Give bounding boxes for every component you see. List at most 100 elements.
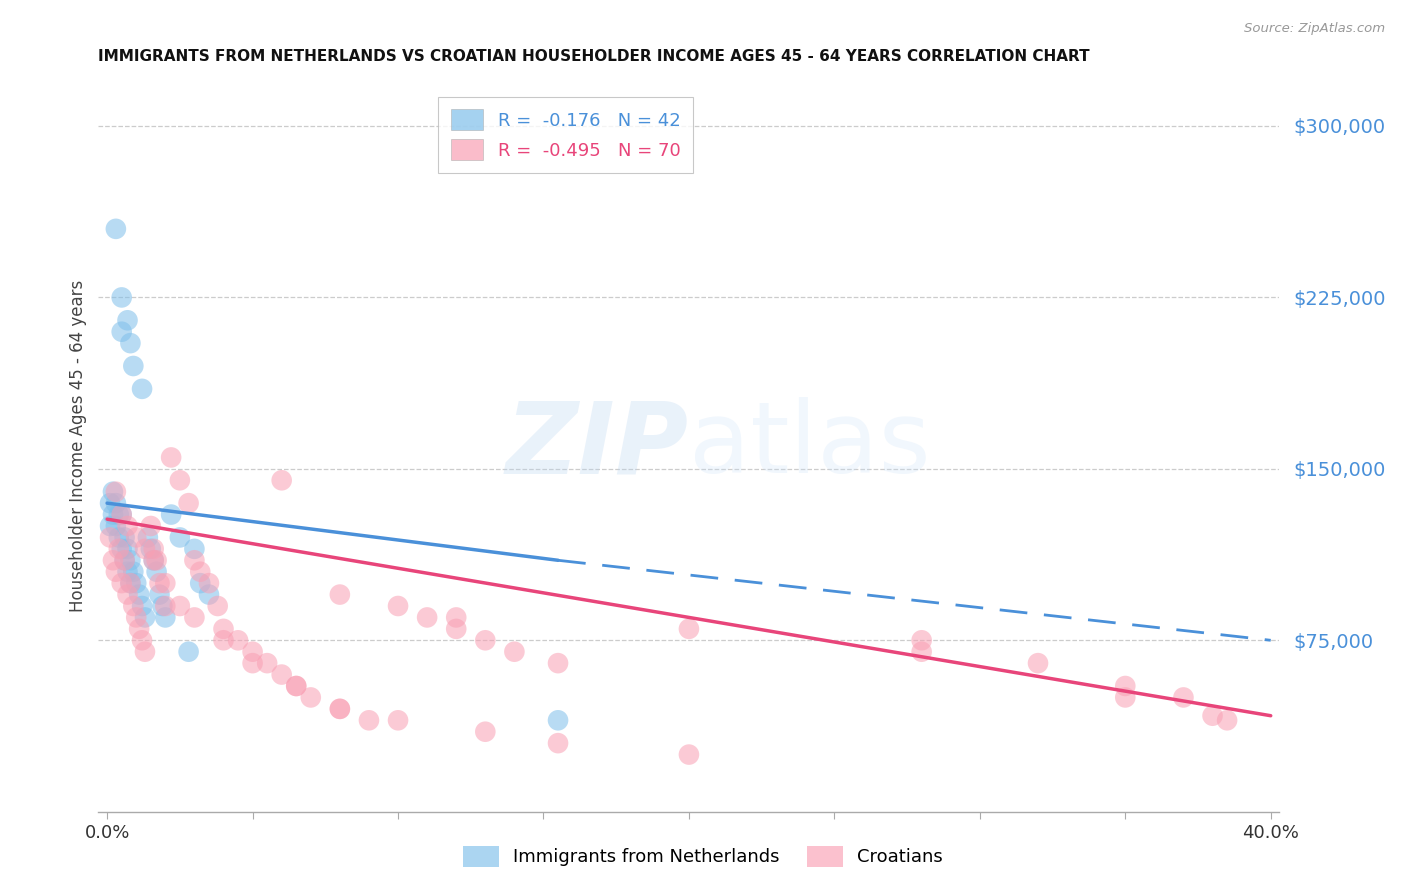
Point: [104, 565, 127, 579]
Point: [139, 541, 162, 556]
Text: atlas: atlas: [689, 398, 931, 494]
Point: [188, 565, 211, 579]
Point: [120, 576, 142, 591]
Point: [122, 565, 145, 579]
Point: [139, 519, 162, 533]
Point: [114, 553, 136, 567]
Point: [1201, 708, 1223, 723]
Point: [357, 714, 380, 728]
Point: [152, 599, 174, 613]
Point: [387, 714, 409, 728]
Point: [329, 588, 352, 602]
Point: [212, 633, 235, 648]
Point: [678, 622, 700, 636]
Point: [329, 702, 352, 716]
Point: [183, 553, 205, 567]
Point: [678, 747, 700, 762]
Text: Source: ZipAtlas.com: Source: ZipAtlas.com: [1244, 22, 1385, 36]
Text: ZIP: ZIP: [506, 398, 689, 494]
Point: [1216, 714, 1239, 728]
Point: [111, 541, 134, 556]
Point: [120, 336, 142, 351]
Point: [547, 714, 569, 728]
Legend: R =  -0.176   N = 42, R =  -0.495   N = 70: R = -0.176 N = 42, R = -0.495 N = 70: [439, 96, 693, 173]
Point: [114, 553, 136, 567]
Point: [131, 382, 153, 396]
Point: [1026, 656, 1049, 670]
Y-axis label: Householder Income Ages 45 - 64 years: Householder Income Ages 45 - 64 years: [69, 280, 87, 612]
Point: [155, 610, 177, 624]
Point: [547, 656, 569, 670]
Point: [120, 553, 142, 567]
Point: [207, 599, 229, 613]
Point: [270, 473, 292, 487]
Point: [474, 724, 496, 739]
Point: [160, 450, 183, 465]
Point: [101, 484, 124, 499]
Point: [104, 222, 127, 236]
Point: [183, 610, 205, 624]
Point: [911, 633, 934, 648]
Point: [98, 496, 121, 510]
Point: [444, 610, 467, 624]
Point: [270, 667, 292, 681]
Point: [107, 541, 129, 556]
Point: [107, 508, 129, 522]
Point: [104, 519, 127, 533]
Point: [911, 645, 934, 659]
Point: [122, 599, 145, 613]
Point: [117, 588, 139, 602]
Point: [285, 679, 308, 693]
Point: [145, 553, 167, 567]
Point: [125, 530, 148, 544]
Point: [1114, 690, 1136, 705]
Point: [198, 576, 221, 591]
Point: [128, 588, 150, 602]
Point: [188, 576, 211, 591]
Point: [177, 496, 200, 510]
Point: [104, 496, 127, 510]
Point: [134, 541, 156, 556]
Point: [98, 519, 121, 533]
Point: [101, 553, 124, 567]
Point: [131, 633, 153, 648]
Point: [242, 656, 264, 670]
Point: [136, 530, 159, 544]
Point: [111, 325, 134, 339]
Point: [128, 622, 150, 636]
Point: [387, 599, 409, 613]
Point: [117, 565, 139, 579]
Point: [160, 508, 183, 522]
Point: [117, 519, 139, 533]
Point: [148, 588, 170, 602]
Point: [242, 645, 264, 659]
Point: [114, 530, 136, 544]
Point: [122, 359, 145, 373]
Point: [329, 702, 352, 716]
Point: [177, 645, 200, 659]
Point: [155, 576, 177, 591]
Point: [125, 610, 148, 624]
Point: [169, 599, 191, 613]
Point: [134, 645, 156, 659]
Point: [107, 530, 129, 544]
Point: [299, 690, 322, 705]
Point: [148, 576, 170, 591]
Legend: Immigrants from Netherlands, Croatians: Immigrants from Netherlands, Croatians: [456, 838, 950, 874]
Point: [416, 610, 439, 624]
Point: [98, 530, 121, 544]
Point: [111, 290, 134, 304]
Point: [183, 541, 205, 556]
Point: [474, 633, 496, 648]
Point: [1173, 690, 1195, 705]
Point: [547, 736, 569, 750]
Point: [125, 576, 148, 591]
Point: [111, 508, 134, 522]
Point: [142, 553, 165, 567]
Point: [117, 313, 139, 327]
Point: [142, 553, 165, 567]
Point: [444, 622, 467, 636]
Point: [1114, 679, 1136, 693]
Point: [212, 622, 235, 636]
Point: [104, 484, 127, 499]
